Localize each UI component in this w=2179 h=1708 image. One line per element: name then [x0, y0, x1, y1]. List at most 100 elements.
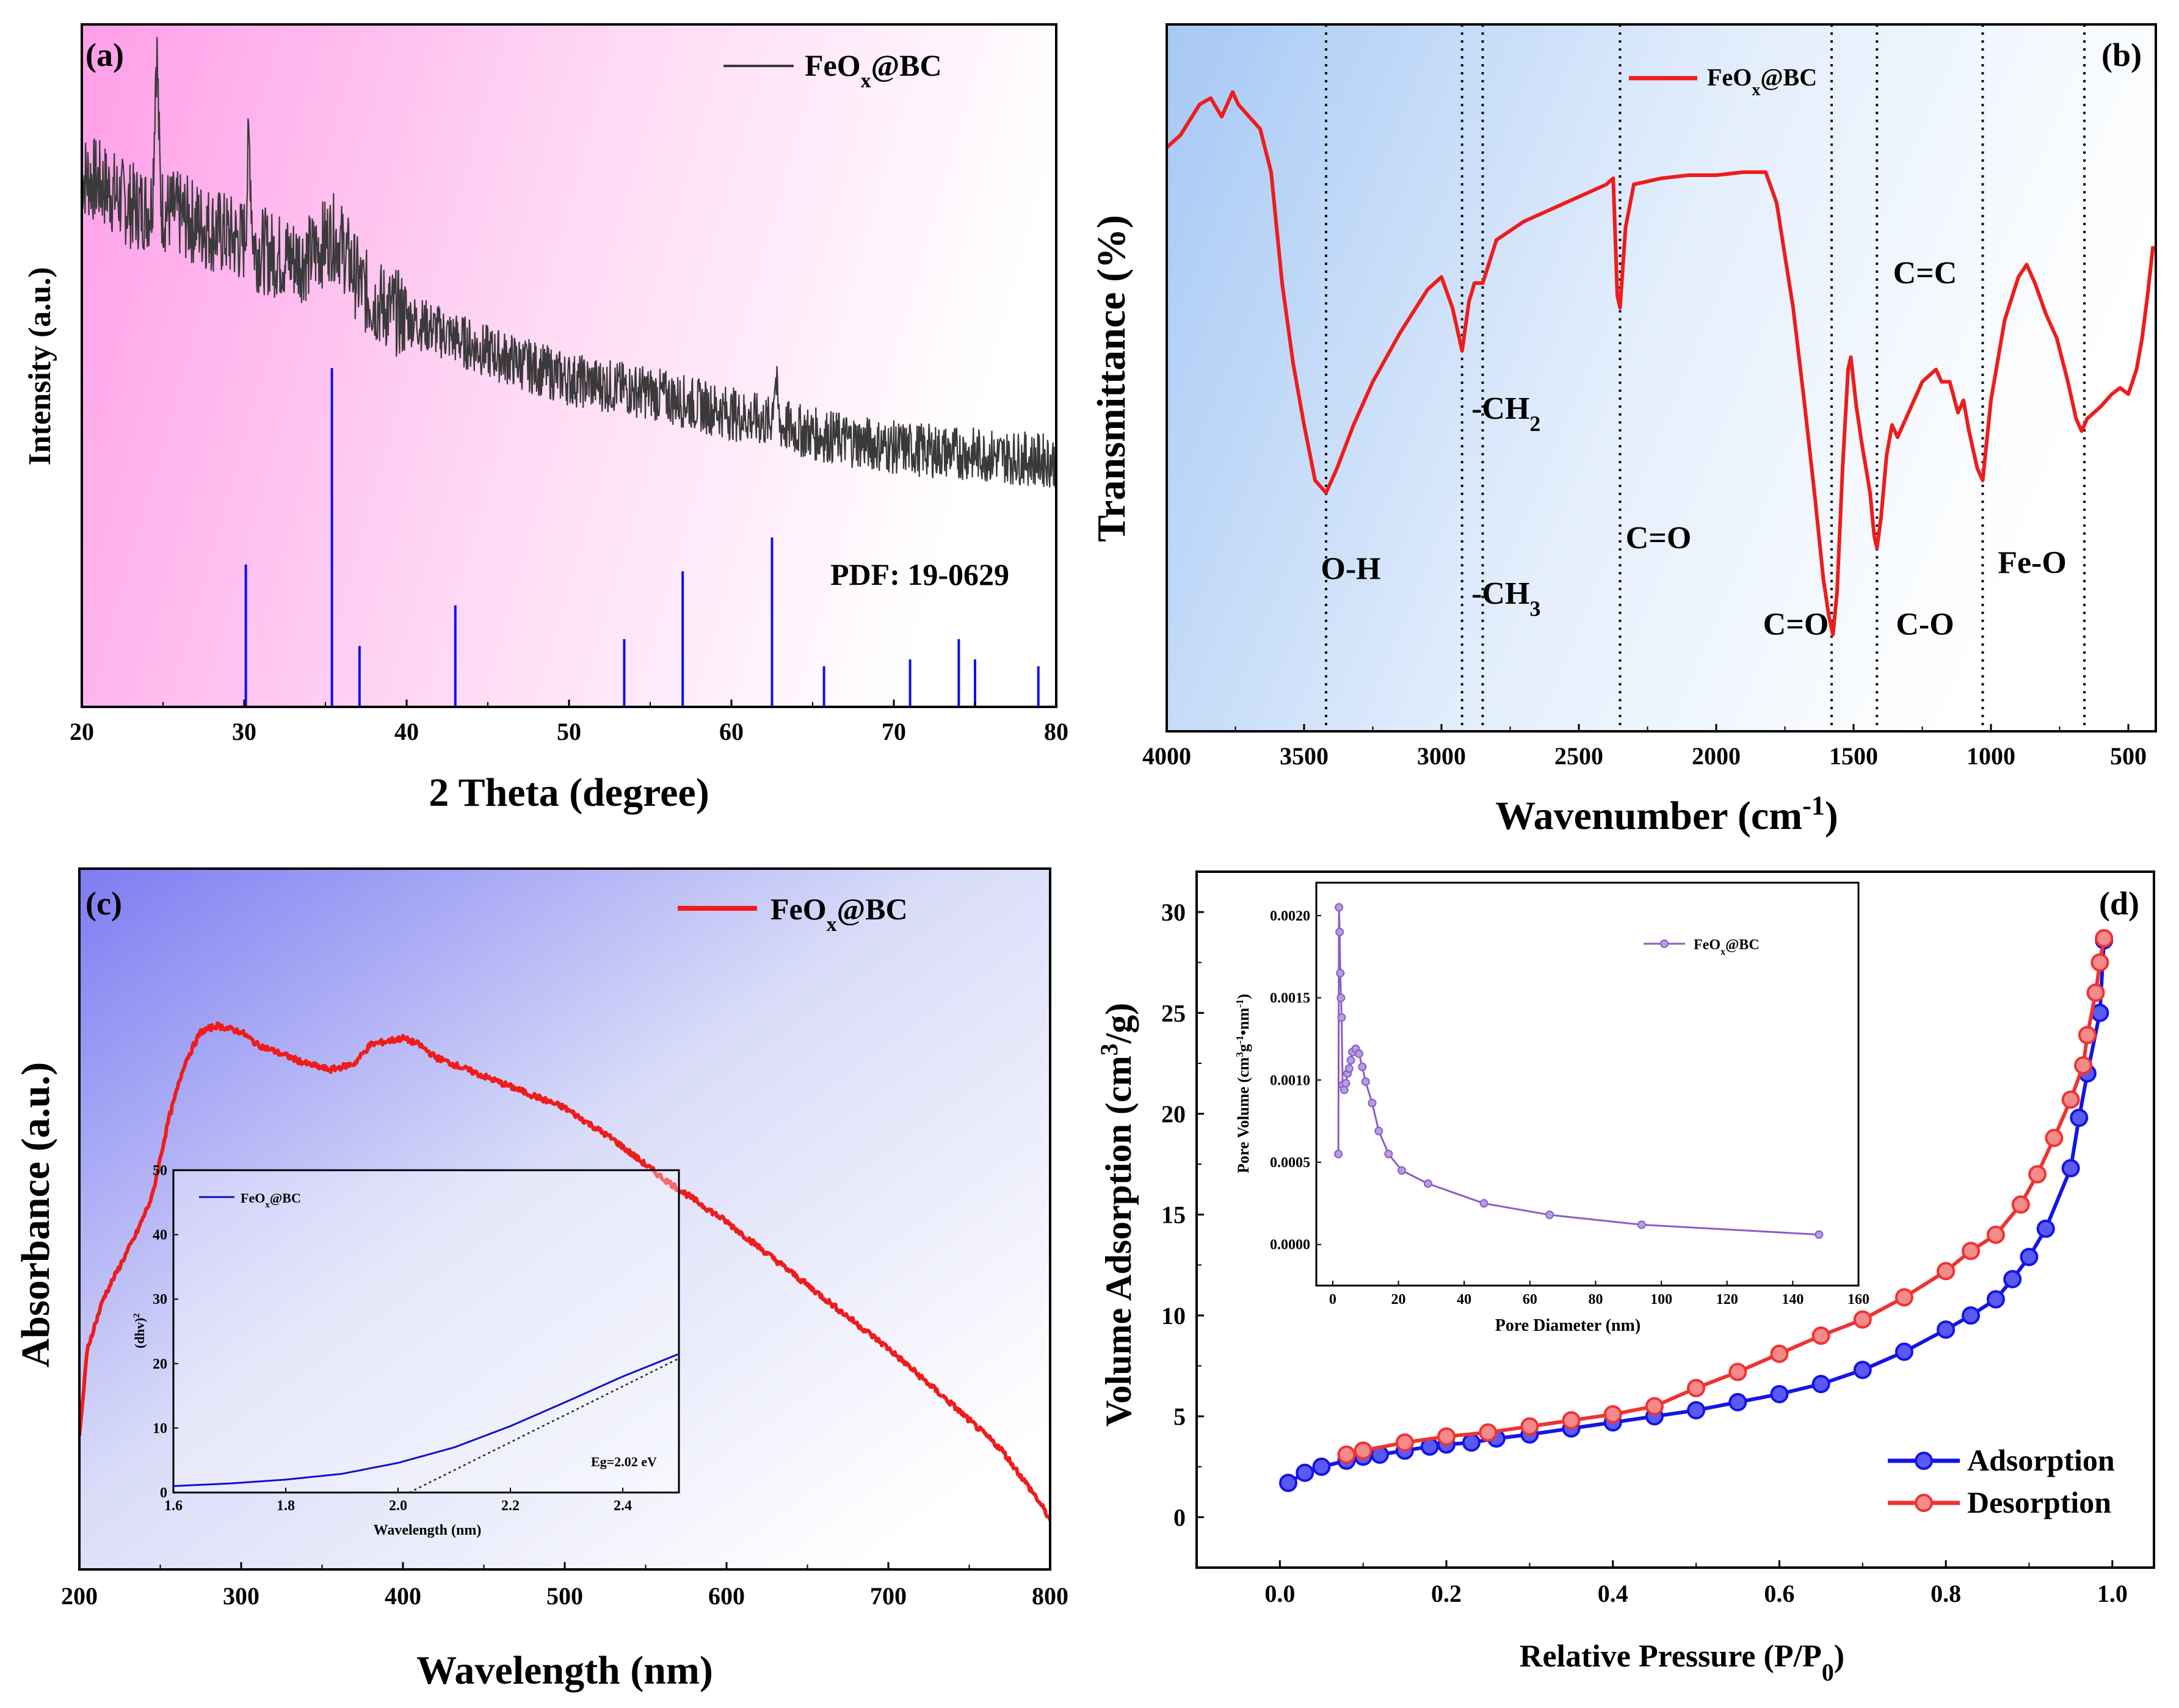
panel-c-inset-y-tick-label-20: 20 — [153, 1356, 167, 1372]
panel-d-y-tick-label-15: 15 — [1161, 1201, 1186, 1229]
panel-c-inset-eg-annotation: Eg=2.02 eV — [591, 1454, 657, 1469]
panel-d-frame — [1195, 870, 2155, 1569]
panel-d-desorption-point — [1894, 1288, 1913, 1307]
panel-a-x-tick-label-20: 20 — [70, 718, 94, 745]
panel-c-x-ticks: 200 300 400 500 600 700 800 — [61, 1562, 1068, 1610]
panel-c-background — [79, 869, 1050, 1569]
panel-b-annotation-3: C=O — [1626, 521, 1692, 555]
panel-d-x-tick-label-1.0: 1.0 — [2097, 1580, 2128, 1607]
panel-d-desorption-point — [2061, 1090, 2080, 1109]
panel-c-inset-y-tick-label-0: 0 — [160, 1485, 167, 1501]
panel-d-adsorption-point — [1986, 1290, 2005, 1309]
panel-d-inset-point — [1346, 1055, 1355, 1065]
panel-d-desorption-point — [1645, 1397, 1664, 1416]
panel-d-desorption-point — [2074, 1056, 2093, 1075]
panel-a-x-tick-label-50: 50 — [557, 718, 581, 745]
panel-d-inset-plot — [1334, 903, 1824, 1239]
panel-d-x-tick-label-0.0: 0.0 — [1264, 1580, 1295, 1607]
panel-d-inset-point — [1384, 1149, 1393, 1159]
panel-c-inset-curve — [173, 1353, 680, 1487]
panel-d-inset-y-tick-label-0.0000: 0.0000 — [1270, 1237, 1310, 1253]
panel-d-y-tick-label-20: 20 — [1161, 1101, 1186, 1128]
panel-d-desorption-point — [1937, 1262, 1956, 1281]
panel-b-series — [1167, 90, 2155, 637]
panel-d-adsorption-point — [2036, 1219, 2055, 1238]
panel-d-y-axis-label: Volume Adsorption (cm3/g) — [1095, 1003, 1139, 1427]
panel-d-legend: Adsorption Desorption — [1888, 1443, 2115, 1519]
panel-d-desorption-point — [2078, 1026, 2097, 1044]
panel-d-desorption-point — [1337, 1445, 1356, 1464]
panel-b-background — [1167, 24, 2156, 731]
panel-d-inset-point — [1341, 1079, 1351, 1088]
panel-d-desorption-point — [1687, 1378, 1706, 1397]
panel-c-inset-y-tick-label-30: 30 — [153, 1292, 167, 1308]
panel-d-desorption-point — [1354, 1441, 1372, 1460]
panel-b-y-axis-label: Transmittance (%) — [1089, 215, 1134, 542]
panel-b-annotation-sub: 3 — [1529, 596, 1540, 621]
panel-d-legend-adsorption-label: Adsorption — [1967, 1443, 2115, 1477]
panel-d-desorption-point — [1853, 1310, 1872, 1329]
panel-d-y-tick-label-5: 5 — [1173, 1403, 1186, 1430]
panel-c-inset-y-label: (dhv)2 — [132, 1313, 147, 1348]
panel-d-x-tick-label-0.6: 0.6 — [1764, 1580, 1794, 1607]
panel-d-desorption-point — [1962, 1242, 1981, 1261]
panel-d-inset-point — [1336, 969, 1345, 978]
panel-d-label: (d) — [2099, 885, 2139, 922]
panel-b-annotation-0: O-H — [1321, 552, 1380, 587]
panel-d-desorption-point — [1728, 1362, 1747, 1381]
panel-a-x-tick-label-80: 80 — [1044, 718, 1068, 745]
panel-a-x-tick-label-60: 60 — [719, 718, 744, 745]
panel-b-annotation-sub: 2 — [1529, 411, 1540, 436]
panel-d-adsorption-point — [1770, 1384, 1789, 1403]
panel-d-desorption-point — [2028, 1165, 2047, 1184]
panel-d-adsorption-point — [1962, 1306, 1981, 1325]
panel-d-y-tick-label-0: 0 — [1173, 1504, 1186, 1531]
panel-d-y-tick-label-25: 25 — [1161, 999, 1186, 1027]
panel-c-inset-x-tick-label-1.6: 1.6 — [164, 1498, 183, 1514]
panel-d-inset-point — [1374, 1126, 1383, 1135]
panel-d-x-tick-label-0.8: 0.8 — [1931, 1580, 1961, 1607]
panel-b-x-ticks: 4000 3500 3000 2500 2000 1500 1000 500 — [1142, 724, 2147, 770]
panel-c-x-tick-label-600: 600 — [708, 1582, 745, 1610]
panel-d-inset-point — [1344, 1064, 1354, 1073]
panel-d-desorption-point — [1603, 1405, 1622, 1424]
panel-d-inset-point — [1354, 1049, 1363, 1058]
panel-d-inset-point — [1361, 1077, 1370, 1086]
panel-d-inset-point — [1545, 1210, 1554, 1220]
panel-d-desorption-point — [2090, 953, 2109, 972]
panel-b-x-tick-label-1000: 1000 — [1967, 742, 2015, 770]
panel-c-inset-x-label: Wavelength (nm) — [374, 1522, 482, 1538]
panel-d-inset-point — [1815, 1230, 1824, 1239]
panel-b-x-tick-label-4000: 4000 — [1142, 742, 1191, 770]
panel-b-x-tick-label-500: 500 — [2110, 742, 2147, 770]
panel-d-inset-point — [1336, 993, 1346, 1002]
panel-d-y-tick-label-30: 30 — [1161, 899, 1186, 926]
panel-b-annotation-6: C-O — [1896, 607, 1954, 642]
panel-d-inset-x-tick-label-80: 80 — [1588, 1292, 1603, 1308]
panel-b-label: (b) — [2101, 37, 2142, 73]
panel-c-y-axis-label: Absorbance (a.u.) — [13, 1062, 58, 1368]
panel-d-inset-legend-marker — [1660, 939, 1669, 948]
panel-b-x-tick-label-3500: 3500 — [1280, 742, 1329, 770]
panel-a-x-tick-label-40: 40 — [394, 718, 419, 745]
panel-d-desorption-point — [1395, 1433, 1414, 1452]
panel-c-series — [79, 1021, 1050, 1521]
panel-d-adsorption-point — [2020, 1248, 2039, 1267]
panel-c-inset-x-tick-label-2.0: 2.0 — [389, 1498, 407, 1514]
panel-d-inset-point — [1479, 1199, 1488, 1208]
panel-b-x-tick-label-2500: 2500 — [1554, 742, 1603, 770]
panel-a-reference-lines — [244, 368, 1040, 707]
panel-d-legend-adsorption-marker — [1915, 1452, 1933, 1470]
panel-d-inset-x-tick-label-120: 120 — [1716, 1292, 1738, 1308]
panel-d-adsorption-point — [1687, 1401, 1706, 1420]
panel-d-inset-y-tick-label-0.0005: 0.0005 — [1270, 1155, 1310, 1171]
panel-d-inset-y-tick-label-0.0015: 0.0015 — [1270, 991, 1310, 1007]
panel-b-annotation-4: C=O — [1763, 607, 1829, 642]
panel-d-inset-point — [1423, 1179, 1432, 1188]
panel-a-label: (a) — [85, 37, 124, 73]
panel-d-adsorption-point — [2003, 1270, 2022, 1289]
panel-b-x-axis-label: Wavenumber (cm-1) — [1495, 791, 1838, 839]
panel-d-adsorption-point — [1894, 1342, 1913, 1361]
panel-d-inset-frame — [1315, 881, 1860, 1287]
